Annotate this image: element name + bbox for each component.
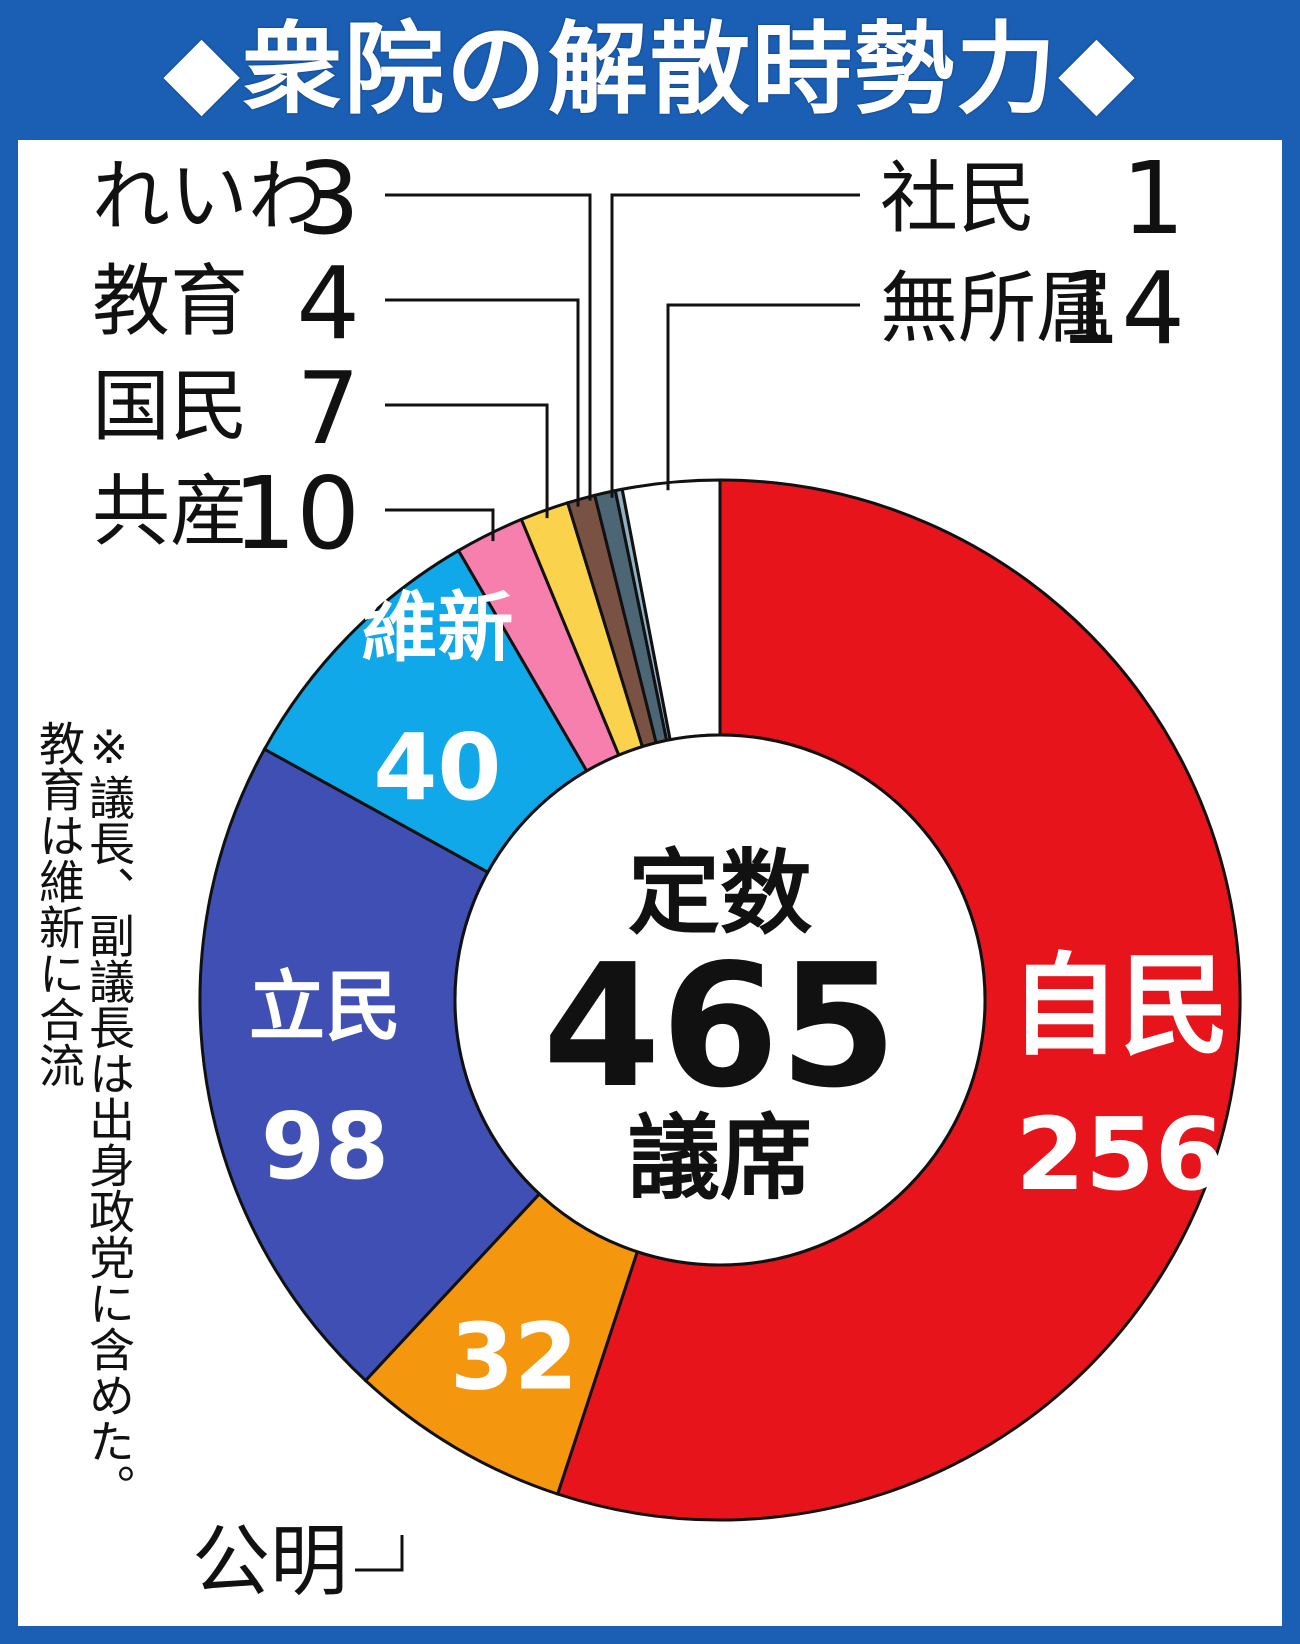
- leader-mushozoku: [666, 303, 860, 491]
- leader-komei: [355, 1535, 404, 1572]
- slice-label-value-rikken: 98: [261, 1093, 389, 1200]
- leader-kyosan: [385, 508, 495, 542]
- slice-label-name-kokumin: 国民: [92, 362, 248, 452]
- slice-label-value-kyosan: 10: [233, 455, 360, 572]
- slice-label-name-rikken: 立民: [249, 962, 401, 1051]
- chart-title: ◆衆院の解散時勢力◆: [163, 11, 1137, 128]
- slice-label-value-ishin: 40: [373, 714, 501, 821]
- center-label-bottom: 議席: [628, 1105, 812, 1212]
- slice-label-value-komei: 32: [450, 1304, 578, 1411]
- slices-group: [198, 478, 1242, 1522]
- slice-label-name-reiwa: れいわ: [92, 152, 326, 242]
- slice-label-value-shamin: 1: [1121, 140, 1185, 257]
- center-hole: [453, 733, 987, 1267]
- slice-label-name-shamin: 社民: [880, 154, 1036, 244]
- leader-kyoiku: [385, 298, 580, 507]
- center-total: 465: [543, 928, 898, 1126]
- center-label-top: 定数: [628, 840, 812, 947]
- slice-label-value-kokumin: 7: [296, 350, 360, 467]
- footnote-line-1: ※議長、副議長は出身政党に含めた。: [82, 720, 136, 1510]
- slice-label-name-kyosan: 共産: [92, 467, 248, 557]
- title-banner: ◆衆院の解散時勢力◆: [0, 0, 1300, 140]
- footnote: ※議長、副議長は出身政党に含めた。 教育は維新に合流: [32, 720, 136, 1510]
- slice-label-value-mushozoku: 14: [1058, 250, 1185, 367]
- slice-label-value-kyoiku: 4: [296, 245, 360, 362]
- slice-label-name-mushozoku: 無所属: [880, 264, 1114, 354]
- slice-label-value-reiwa: 3: [296, 140, 360, 257]
- slice-label-name-jimin: 自民: [1010, 942, 1230, 1070]
- leader-reiwa: [385, 193, 592, 501]
- slice-label-name-kyoiku: 教育: [92, 257, 248, 347]
- slice-label-value-jimin: 256: [1016, 1096, 1225, 1213]
- leader-shamin: [610, 193, 860, 498]
- slice-label-name-ishin: 維新: [361, 583, 513, 672]
- leader-lines-group: [355, 193, 860, 1572]
- footnote-line-2: 教育は維新に合流: [32, 720, 86, 1088]
- leader-kokumin: [385, 403, 549, 519]
- slice-label-name-komei: 公明: [192, 1517, 348, 1607]
